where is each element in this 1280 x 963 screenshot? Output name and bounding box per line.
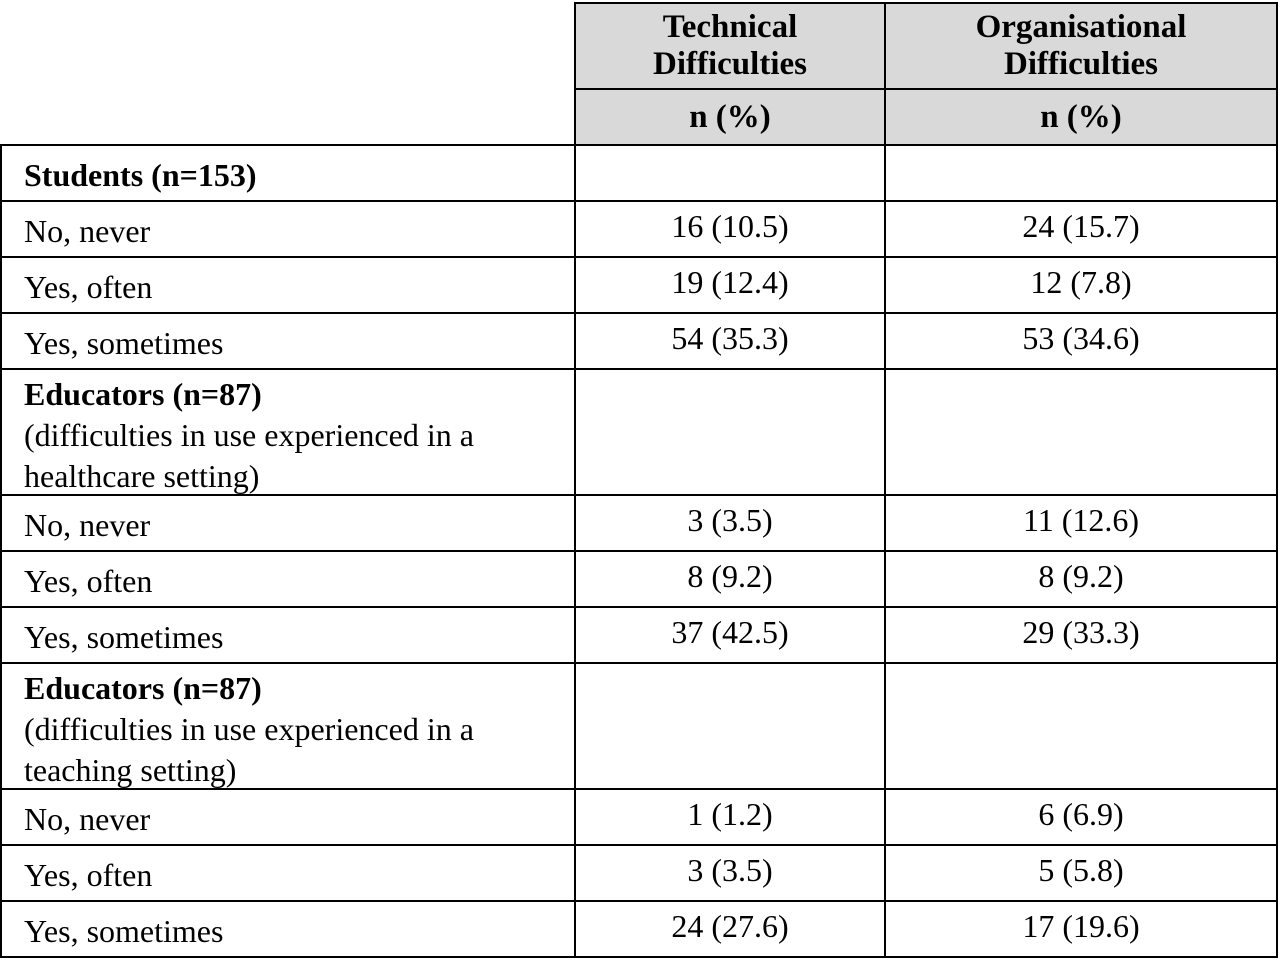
row-label: Yes, sometimes xyxy=(24,618,224,655)
value: 24 (27.6) xyxy=(671,907,789,944)
value: 19 (12.4) xyxy=(671,263,789,300)
value-cell: 19 (12.4) xyxy=(574,256,886,314)
column-title: Technical Difficulties xyxy=(653,9,807,82)
value: 3 (3.5) xyxy=(687,851,773,888)
value-cell: 3 (3.5) xyxy=(574,844,886,902)
row-label-cell: Yes, often xyxy=(0,256,576,314)
row-label-cell: Yes, often xyxy=(0,844,576,902)
row-label-cell: Yes, sometimes xyxy=(0,312,576,370)
header-cell: n (%) xyxy=(574,88,886,146)
row-label: No, never xyxy=(24,212,151,249)
group-title: Educators (n=87) xyxy=(24,376,262,412)
value: 1 (1.2) xyxy=(687,795,773,832)
value-cell: 5 (5.8) xyxy=(884,844,1278,902)
column-unit: n (%) xyxy=(1040,98,1122,135)
value: 8 (9.2) xyxy=(1038,557,1124,594)
value: 16 (10.5) xyxy=(671,207,789,244)
value: 37 (42.5) xyxy=(671,613,789,650)
row-label-cell: Yes, sometimes xyxy=(0,606,576,664)
row-label: Yes, often xyxy=(24,268,153,305)
value-cell: 29 (33.3) xyxy=(884,606,1278,664)
column-unit: n (%) xyxy=(689,98,771,135)
value-cell: 54 (35.3) xyxy=(574,312,886,370)
header-cell: Technical Difficulties xyxy=(574,2,886,90)
value-cell: 6 (6.9) xyxy=(884,788,1278,846)
value: 54 (35.3) xyxy=(671,319,789,356)
value: 6 (6.9) xyxy=(1038,795,1124,832)
value-cell: 11 (12.6) xyxy=(884,494,1278,552)
empty-cell xyxy=(884,144,1278,202)
empty-cell xyxy=(574,662,886,790)
value-cell: 8 (9.2) xyxy=(884,550,1278,608)
row-label-cell: No, never xyxy=(0,494,576,552)
value: 5 (5.8) xyxy=(1038,851,1124,888)
value-cell: 53 (34.6) xyxy=(884,312,1278,370)
row-label: Yes, often xyxy=(24,856,153,893)
group-cell: Students (n=153) xyxy=(0,144,576,202)
row-label-cell: No, never xyxy=(0,200,576,258)
row-label-cell: Yes, often xyxy=(0,550,576,608)
value-cell: 37 (42.5) xyxy=(574,606,886,664)
value: 12 (7.8) xyxy=(1030,263,1132,300)
value: 53 (34.6) xyxy=(1022,319,1140,356)
value: 8 (9.2) xyxy=(687,557,773,594)
value-cell: 8 (9.2) xyxy=(574,550,886,608)
row-label: No, never xyxy=(24,800,151,837)
value-cell: 17 (19.6) xyxy=(884,900,1278,958)
column-title: Organisational Difficulties xyxy=(975,9,1187,82)
value: 24 (15.7) xyxy=(1022,207,1140,244)
value-cell: 1 (1.2) xyxy=(574,788,886,846)
group-cell: Educators (n=87) (difficulties in use exp… xyxy=(0,368,576,496)
row-label: No, never xyxy=(24,506,151,543)
header-cell: Organisational Difficulties xyxy=(884,2,1278,90)
row-label-cell: No, never xyxy=(0,788,576,846)
row-label: Yes, sometimes xyxy=(24,912,224,949)
value-cell: 24 (27.6) xyxy=(574,900,886,958)
value-cell: 3 (3.5) xyxy=(574,494,886,552)
empty-cell xyxy=(574,368,886,496)
empty-cell xyxy=(574,144,886,202)
group-title: Educators (n=87) xyxy=(24,670,262,706)
row-label-cell: Yes, sometimes xyxy=(0,900,576,958)
value: 11 (12.6) xyxy=(1022,501,1140,538)
row-label: Yes, often xyxy=(24,562,153,599)
value: 29 (33.3) xyxy=(1022,613,1140,650)
value: 17 (19.6) xyxy=(1022,907,1140,944)
value-cell: 12 (7.8) xyxy=(884,256,1278,314)
empty-cell xyxy=(884,662,1278,790)
value-cell: 24 (15.7) xyxy=(884,200,1278,258)
group-note: (difficulties in use experienced in a te… xyxy=(24,711,474,788)
group-cell: Educators (n=87) (difficulties in use exp… xyxy=(0,662,576,790)
header-cell: n (%) xyxy=(884,88,1278,146)
group-title: Students (n=153) xyxy=(24,156,257,193)
value-cell: 16 (10.5) xyxy=(574,200,886,258)
group-note: (difficulties in use experienced in a he… xyxy=(24,417,474,494)
value: 3 (3.5) xyxy=(687,501,773,538)
empty-cell xyxy=(884,368,1278,496)
row-label: Yes, sometimes xyxy=(24,324,224,361)
